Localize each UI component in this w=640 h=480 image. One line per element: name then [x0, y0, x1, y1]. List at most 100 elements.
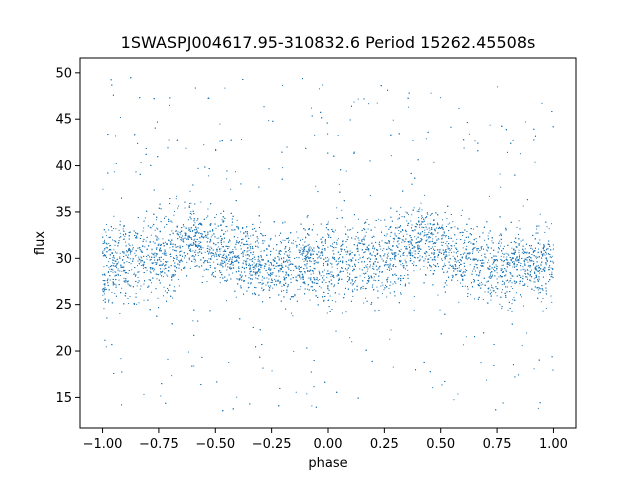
data-point — [431, 234, 433, 236]
data-point — [401, 215, 403, 217]
data-point — [425, 274, 427, 276]
data-point — [320, 275, 322, 277]
data-point — [234, 247, 236, 249]
data-point — [225, 265, 227, 267]
data-point — [281, 263, 283, 265]
data-point — [503, 256, 505, 258]
data-point — [527, 265, 529, 267]
data-point — [466, 258, 468, 260]
data-point — [119, 220, 121, 222]
data-point — [346, 263, 348, 265]
data-point — [346, 253, 348, 255]
data-point — [435, 241, 437, 243]
data-point — [537, 289, 539, 291]
data-point — [327, 286, 329, 288]
data-point — [522, 268, 524, 270]
data-point — [112, 271, 114, 273]
data-point — [173, 275, 175, 277]
data-point — [441, 237, 443, 239]
data-point — [384, 284, 386, 286]
data-point — [323, 275, 325, 277]
data-point — [108, 261, 110, 263]
data-point — [326, 260, 328, 262]
data-point — [518, 249, 520, 251]
data-point — [345, 311, 347, 313]
data-point — [207, 208, 209, 210]
data-point — [387, 276, 389, 278]
data-point — [191, 213, 193, 215]
data-point — [496, 269, 498, 271]
data-point — [478, 259, 480, 261]
data-point — [492, 287, 494, 289]
data-point — [501, 308, 503, 310]
data-point — [115, 228, 117, 230]
data-point — [310, 286, 312, 288]
data-point — [186, 244, 188, 246]
data-point — [351, 284, 353, 286]
data-point — [264, 277, 266, 279]
data-point — [113, 259, 115, 261]
data-point — [435, 227, 437, 229]
data-point — [162, 253, 164, 255]
data-point — [457, 393, 459, 395]
data-point — [525, 269, 527, 271]
data-point — [190, 202, 192, 204]
data-point — [104, 288, 106, 290]
data-point — [373, 251, 375, 253]
data-point — [334, 284, 336, 286]
data-point — [378, 268, 380, 270]
data-point — [198, 240, 200, 242]
data-point — [183, 241, 185, 243]
data-point — [544, 270, 546, 272]
data-point — [539, 243, 541, 245]
data-point — [547, 269, 549, 271]
data-point — [478, 270, 480, 272]
data-point — [158, 238, 160, 240]
data-point — [281, 265, 283, 267]
data-point — [543, 253, 545, 255]
data-point — [136, 265, 138, 267]
data-point — [419, 207, 421, 209]
data-point — [461, 209, 463, 211]
data-point — [413, 207, 415, 209]
data-point — [360, 239, 362, 241]
data-point — [210, 258, 212, 260]
data-point — [447, 223, 449, 225]
data-point — [366, 219, 368, 221]
data-point — [140, 285, 142, 287]
data-point — [284, 239, 286, 241]
data-point — [266, 272, 268, 274]
data-point — [113, 249, 115, 251]
data-point — [368, 250, 370, 252]
data-point — [451, 266, 453, 268]
data-point — [383, 264, 385, 266]
data-point — [443, 266, 445, 268]
data-point — [428, 248, 430, 250]
data-point — [386, 268, 388, 270]
data-point — [516, 226, 518, 228]
data-point — [240, 248, 242, 250]
data-point — [312, 272, 314, 274]
data-point — [218, 237, 220, 239]
data-point — [485, 257, 487, 259]
data-point — [392, 238, 394, 240]
data-point — [390, 232, 392, 234]
data-point — [167, 275, 169, 277]
data-point — [317, 280, 319, 282]
data-point — [332, 243, 334, 245]
data-point — [152, 225, 154, 227]
data-point — [308, 228, 310, 230]
data-point — [464, 239, 466, 241]
data-point — [507, 309, 509, 311]
data-point — [537, 248, 539, 250]
data-point — [289, 261, 291, 263]
data-point — [535, 257, 537, 259]
data-point — [533, 281, 535, 283]
data-point — [429, 214, 431, 216]
data-point — [115, 263, 117, 265]
data-point — [259, 271, 261, 273]
data-point — [440, 241, 442, 243]
data-point — [359, 275, 361, 277]
data-point — [197, 232, 199, 234]
data-point — [297, 237, 299, 239]
